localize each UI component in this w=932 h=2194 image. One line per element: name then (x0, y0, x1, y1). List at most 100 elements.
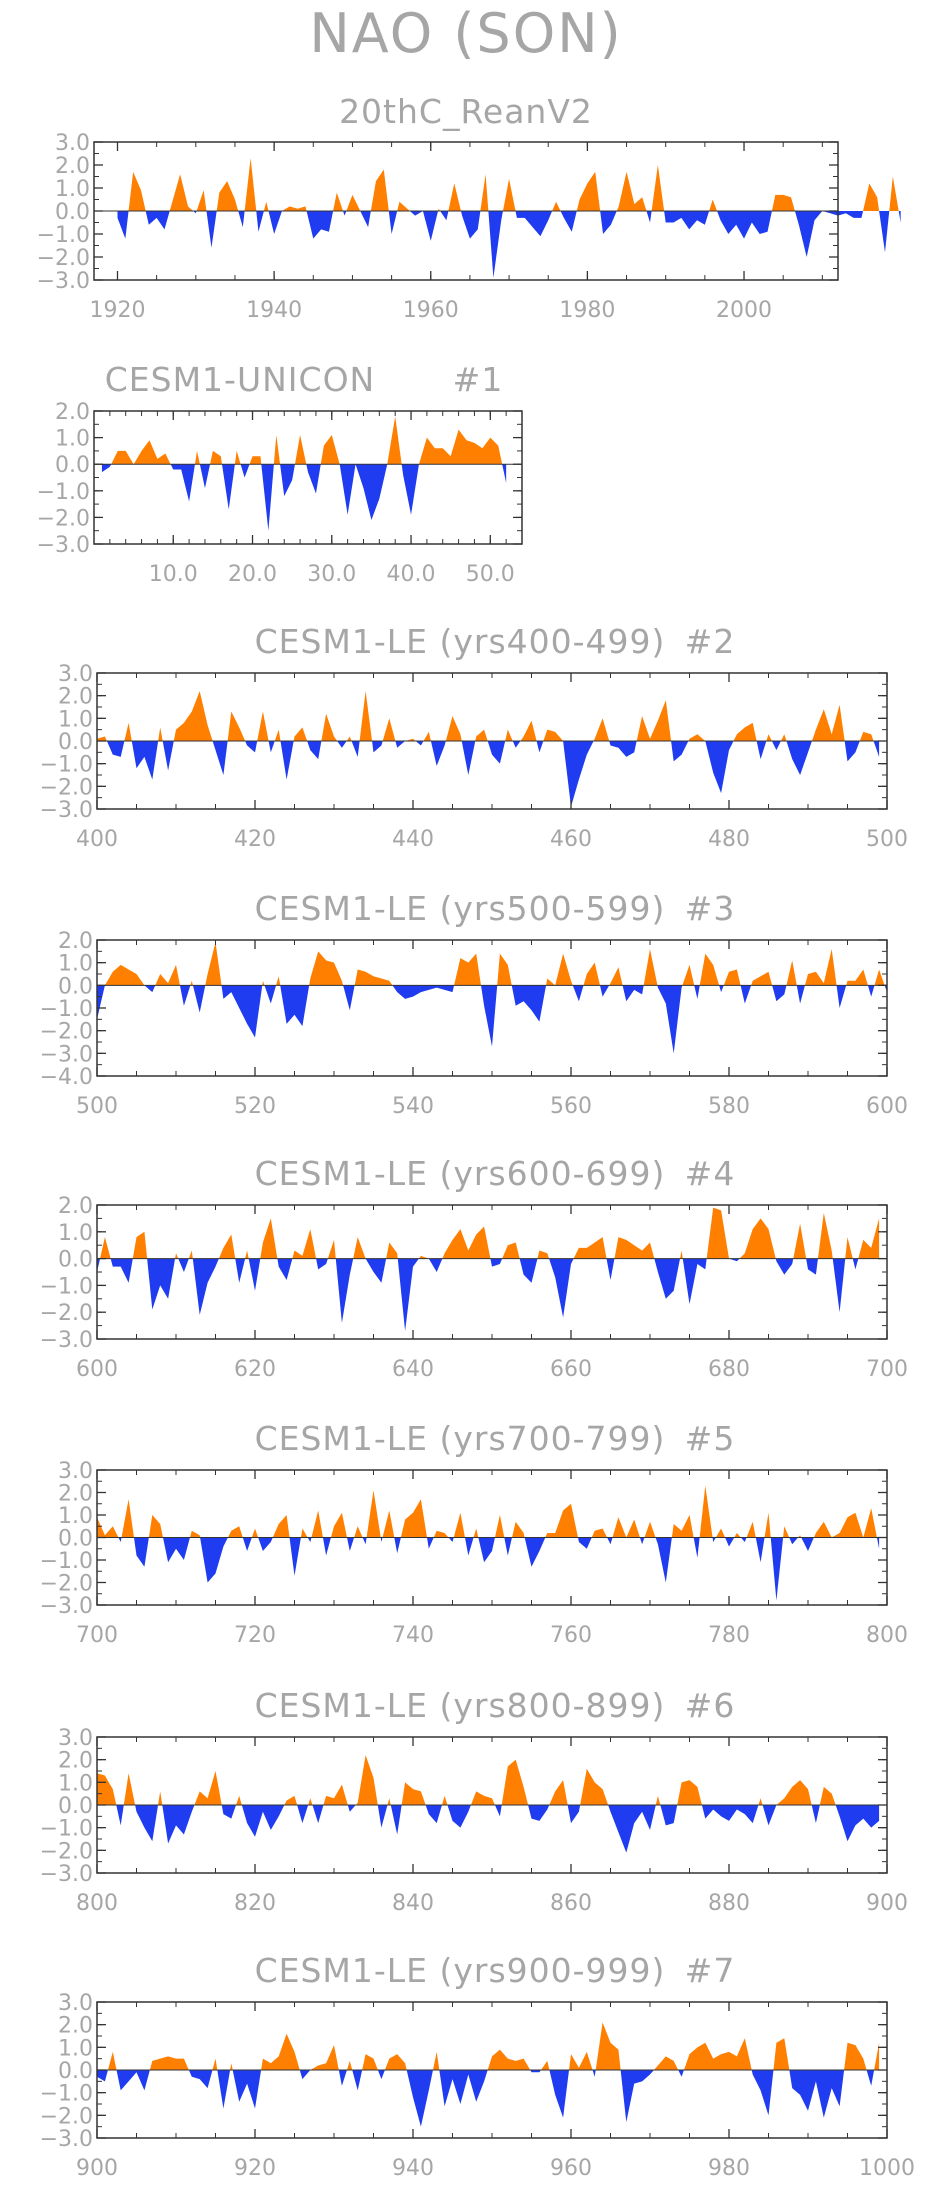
negative-area-36 (504, 1537, 513, 1556)
negative-area-12 (258, 1537, 273, 1551)
positive-area-44 (817, 1213, 833, 1259)
positive-area-17 (321, 713, 338, 741)
positive-area-1 (97, 1773, 117, 1805)
positive-area-9 (227, 711, 246, 741)
positive-area-14 (294, 434, 307, 465)
x-tick-label: 600 (76, 1357, 118, 1382)
positive-area-38 (616, 171, 647, 211)
x-tick-label: 20.0 (228, 562, 277, 587)
y-tick-label: 1.0 (58, 707, 93, 732)
negative-area-25 (599, 985, 610, 997)
positive-area-8 (188, 1250, 193, 1259)
y-tick-label: 2.0 (58, 1749, 93, 1774)
positive-area-13 (274, 729, 281, 741)
x-tick-label: 660 (550, 1357, 592, 1382)
negative-area-23 (530, 2070, 541, 2073)
negative-area-9 (192, 1258, 219, 1315)
x-tick-label: 30.0 (307, 562, 356, 587)
x-tick-label: 840 (392, 1891, 434, 1916)
positive-area-34 (773, 2038, 790, 2070)
y-tick-label: −2.0 (40, 2104, 93, 2129)
negative-area-28 (427, 1537, 434, 1549)
positive-area-36 (680, 1250, 683, 1259)
positive-area-3 (123, 1773, 136, 1805)
y-tick-label: −2.0 (40, 1301, 93, 1326)
y-tick-label: 0.0 (58, 1527, 93, 1552)
y-tick-label: −2.0 (37, 506, 90, 531)
negative-area-31 (678, 2070, 684, 2077)
positive-area-15 (293, 727, 308, 741)
y-tick-label: 2.0 (55, 400, 90, 425)
positive-area-30 (537, 1250, 550, 1259)
y-tick-label: 0.0 (58, 974, 93, 999)
negative-area-11 (264, 985, 277, 1004)
negative-area-19 (481, 985, 498, 1047)
positive-area-38 (786, 960, 797, 986)
x-tick-label: 940 (392, 2156, 434, 2181)
negative-area-25 (422, 211, 439, 241)
positive-area-18 (327, 1239, 336, 1259)
positive-area-39 (593, 718, 610, 741)
plot-frame (93, 410, 523, 545)
panel-title: 20thC_ReanV2 (339, 92, 593, 131)
y-tick-label: 2.0 (58, 685, 93, 710)
positive-area-6 (190, 980, 193, 986)
positive-area-4 (155, 964, 180, 986)
y-tick-label: −4.0 (40, 1065, 93, 1090)
y-tick-label: 0.0 (55, 200, 90, 225)
negative-area-34 (478, 1537, 495, 1563)
positive-area-27 (501, 1759, 529, 1805)
y-tick-label: 3.0 (58, 1991, 93, 2016)
y-tick-label: −1.0 (40, 1274, 93, 1299)
positive-area-49 (699, 1485, 713, 1538)
positive-area-39 (776, 1780, 812, 1805)
positive-area-12 (245, 1250, 249, 1259)
positive-area-3 (124, 722, 132, 741)
x-tick-label: 920 (234, 2156, 276, 2181)
positive-area-7 (173, 691, 213, 741)
negative-area-26 (394, 1537, 401, 1554)
x-tick-label: 900 (866, 1891, 908, 1916)
x-tick-label: 480 (708, 827, 750, 852)
y-tick-label: 1.0 (58, 1771, 93, 1796)
panel-title: CESM1-LE (yrs400-499) (255, 622, 666, 661)
negative-area-27 (622, 985, 644, 1002)
positive-area-26 (438, 208, 441, 211)
y-tick-label: −1.0 (40, 997, 93, 1022)
negative-area-44 (639, 1537, 645, 1545)
positive-area-9 (236, 1795, 242, 1805)
positive-area-19 (346, 736, 352, 741)
negative-area-39 (729, 1258, 740, 1262)
positive-area-36 (751, 971, 773, 986)
positive-area-48 (863, 183, 880, 211)
panel-title: CESM1-LE (yrs900-999) (255, 1951, 666, 1990)
positive-area-61 (798, 1535, 802, 1538)
negative-area-30 (448, 1537, 454, 1542)
positive-area-19 (330, 1512, 348, 1538)
negative-area-2 (116, 1805, 124, 1826)
positive-area-4 (149, 2056, 189, 2070)
negative-area-15 (343, 985, 355, 1011)
negative-area-33 (606, 1258, 615, 1281)
negative-area-17 (316, 1258, 328, 1270)
negative-area-51 (898, 211, 901, 223)
negative-area-25 (428, 1258, 443, 1272)
negative-area-22 (425, 1805, 442, 1824)
positive-area-5 (158, 1791, 163, 1805)
positive-area-2 (104, 964, 145, 986)
negative-area-16 (347, 1805, 356, 1812)
negative-area-9 (221, 985, 263, 1038)
positive-area-26 (569, 2051, 593, 2070)
negative-area-34 (660, 1805, 678, 1826)
negative-area-17 (377, 2070, 385, 2080)
negative-area-7 (178, 1258, 189, 1272)
negative-area-12 (268, 741, 275, 753)
x-tick-label: 1980 (559, 298, 615, 323)
panel-title: CESM1-LE (yrs700-799) (255, 1419, 666, 1458)
negative-area-25 (549, 2070, 570, 2118)
positive-area-19 (387, 1798, 391, 1805)
negative-area-56 (755, 1537, 765, 1563)
negative-area-33 (719, 985, 724, 993)
y-tick-label: 2.0 (58, 929, 93, 954)
positive-area-21 (354, 1526, 363, 1538)
